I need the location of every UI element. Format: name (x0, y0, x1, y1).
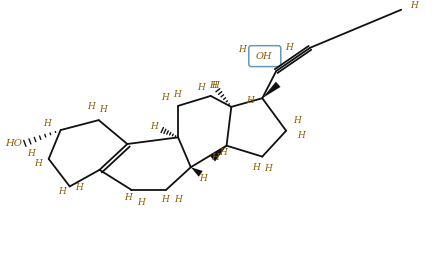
Text: H: H (100, 105, 108, 114)
Text: HO: HO (5, 139, 22, 148)
Text: H: H (264, 164, 272, 173)
Text: H: H (209, 82, 217, 90)
Text: H: H (174, 195, 182, 204)
Text: H: H (173, 90, 181, 99)
Text: H: H (410, 1, 418, 10)
Text: H: H (75, 183, 83, 192)
Text: H: H (137, 198, 145, 207)
Text: H: H (218, 148, 226, 157)
Polygon shape (210, 146, 226, 161)
Text: H: H (58, 187, 66, 195)
Text: OH: OH (256, 52, 273, 61)
Text: H: H (34, 159, 42, 168)
Text: H: H (212, 153, 219, 163)
Text: H: H (246, 96, 253, 105)
Text: H: H (253, 163, 260, 172)
Text: H: H (285, 43, 293, 52)
Text: H: H (150, 122, 158, 131)
Text: H: H (124, 193, 132, 202)
Text: H: H (87, 102, 95, 111)
Polygon shape (191, 167, 203, 177)
Text: H: H (27, 150, 35, 158)
Text: H: H (211, 82, 218, 90)
Text: H: H (238, 45, 246, 54)
Text: H: H (161, 195, 169, 204)
Text: H: H (43, 119, 51, 128)
Text: H: H (197, 83, 205, 92)
Text: H: H (297, 131, 305, 140)
Text: H: H (199, 174, 207, 183)
Polygon shape (262, 82, 281, 98)
Text: H: H (161, 93, 169, 102)
FancyBboxPatch shape (249, 46, 281, 67)
Text: H: H (293, 116, 301, 125)
